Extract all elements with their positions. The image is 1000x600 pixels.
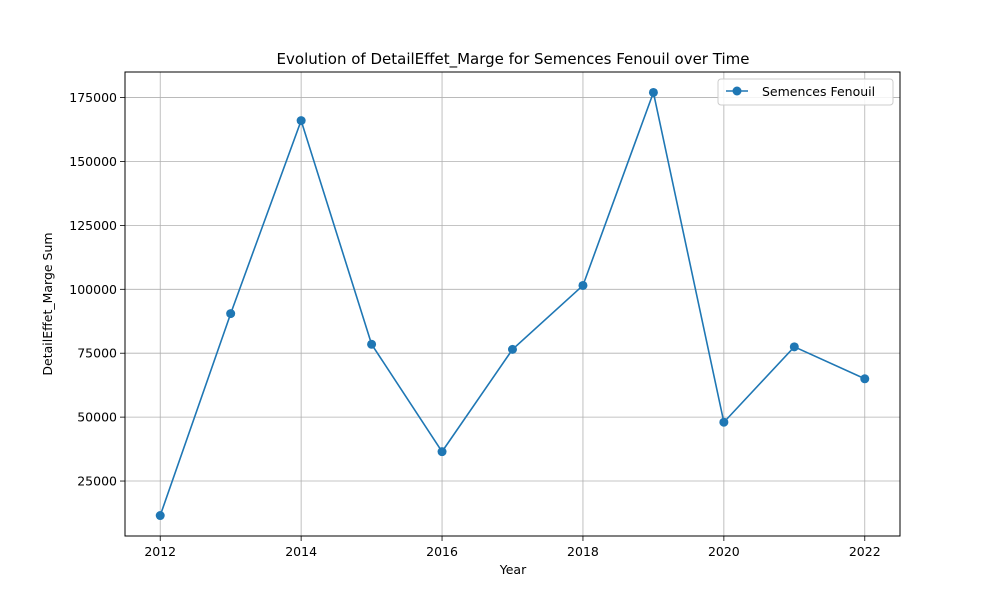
plot-area (124, 71, 901, 537)
x-tick-label: 2020 (708, 544, 740, 559)
y-tick-label: 150000 (69, 154, 117, 169)
data-point (578, 280, 588, 290)
y-tick-label: 50000 (77, 410, 117, 425)
legend: Semences Fenouil (717, 78, 894, 106)
y-axis: 25000 50000 75000 100000 125000 150000 175000 (69, 90, 125, 489)
legend-box (717, 78, 894, 106)
series-line (159, 89, 866, 516)
data-point (226, 309, 236, 319)
data-point (155, 511, 165, 521)
data-point (296, 116, 306, 126)
y-tick-label: 125000 (69, 218, 117, 233)
x-axis: 2012 2014 2016 2018 2020 2022 (144, 536, 881, 559)
y-tick-label: 75000 (77, 346, 117, 361)
x-tick-label: 2012 (144, 544, 176, 559)
legend-entry-label: Semences Fenouil (762, 84, 875, 99)
data-point (719, 417, 729, 427)
data-point (437, 447, 447, 457)
y-tick-label: 100000 (69, 282, 117, 297)
x-tick-label: 2018 (567, 544, 599, 559)
y-tick-label: 175000 (69, 90, 117, 105)
y-tick-label: 25000 (77, 474, 117, 489)
y-axis-label: DetailEffet_Marge Sum (40, 232, 55, 375)
legend-dot-marker (732, 86, 742, 96)
x-axis-label: Year (499, 562, 527, 577)
data-point (860, 374, 870, 384)
data-point (367, 339, 377, 349)
x-tick-label: 2016 (426, 544, 458, 559)
chart-title: Evolution of DetailEffet_Marge for Semen… (277, 50, 750, 69)
grid (125, 72, 900, 536)
data-point (789, 342, 799, 352)
data-point (508, 344, 517, 354)
data-point (648, 87, 658, 97)
series-group (155, 87, 870, 521)
x-tick-label: 2022 (849, 544, 881, 559)
x-tick-label: 2014 (285, 544, 317, 559)
